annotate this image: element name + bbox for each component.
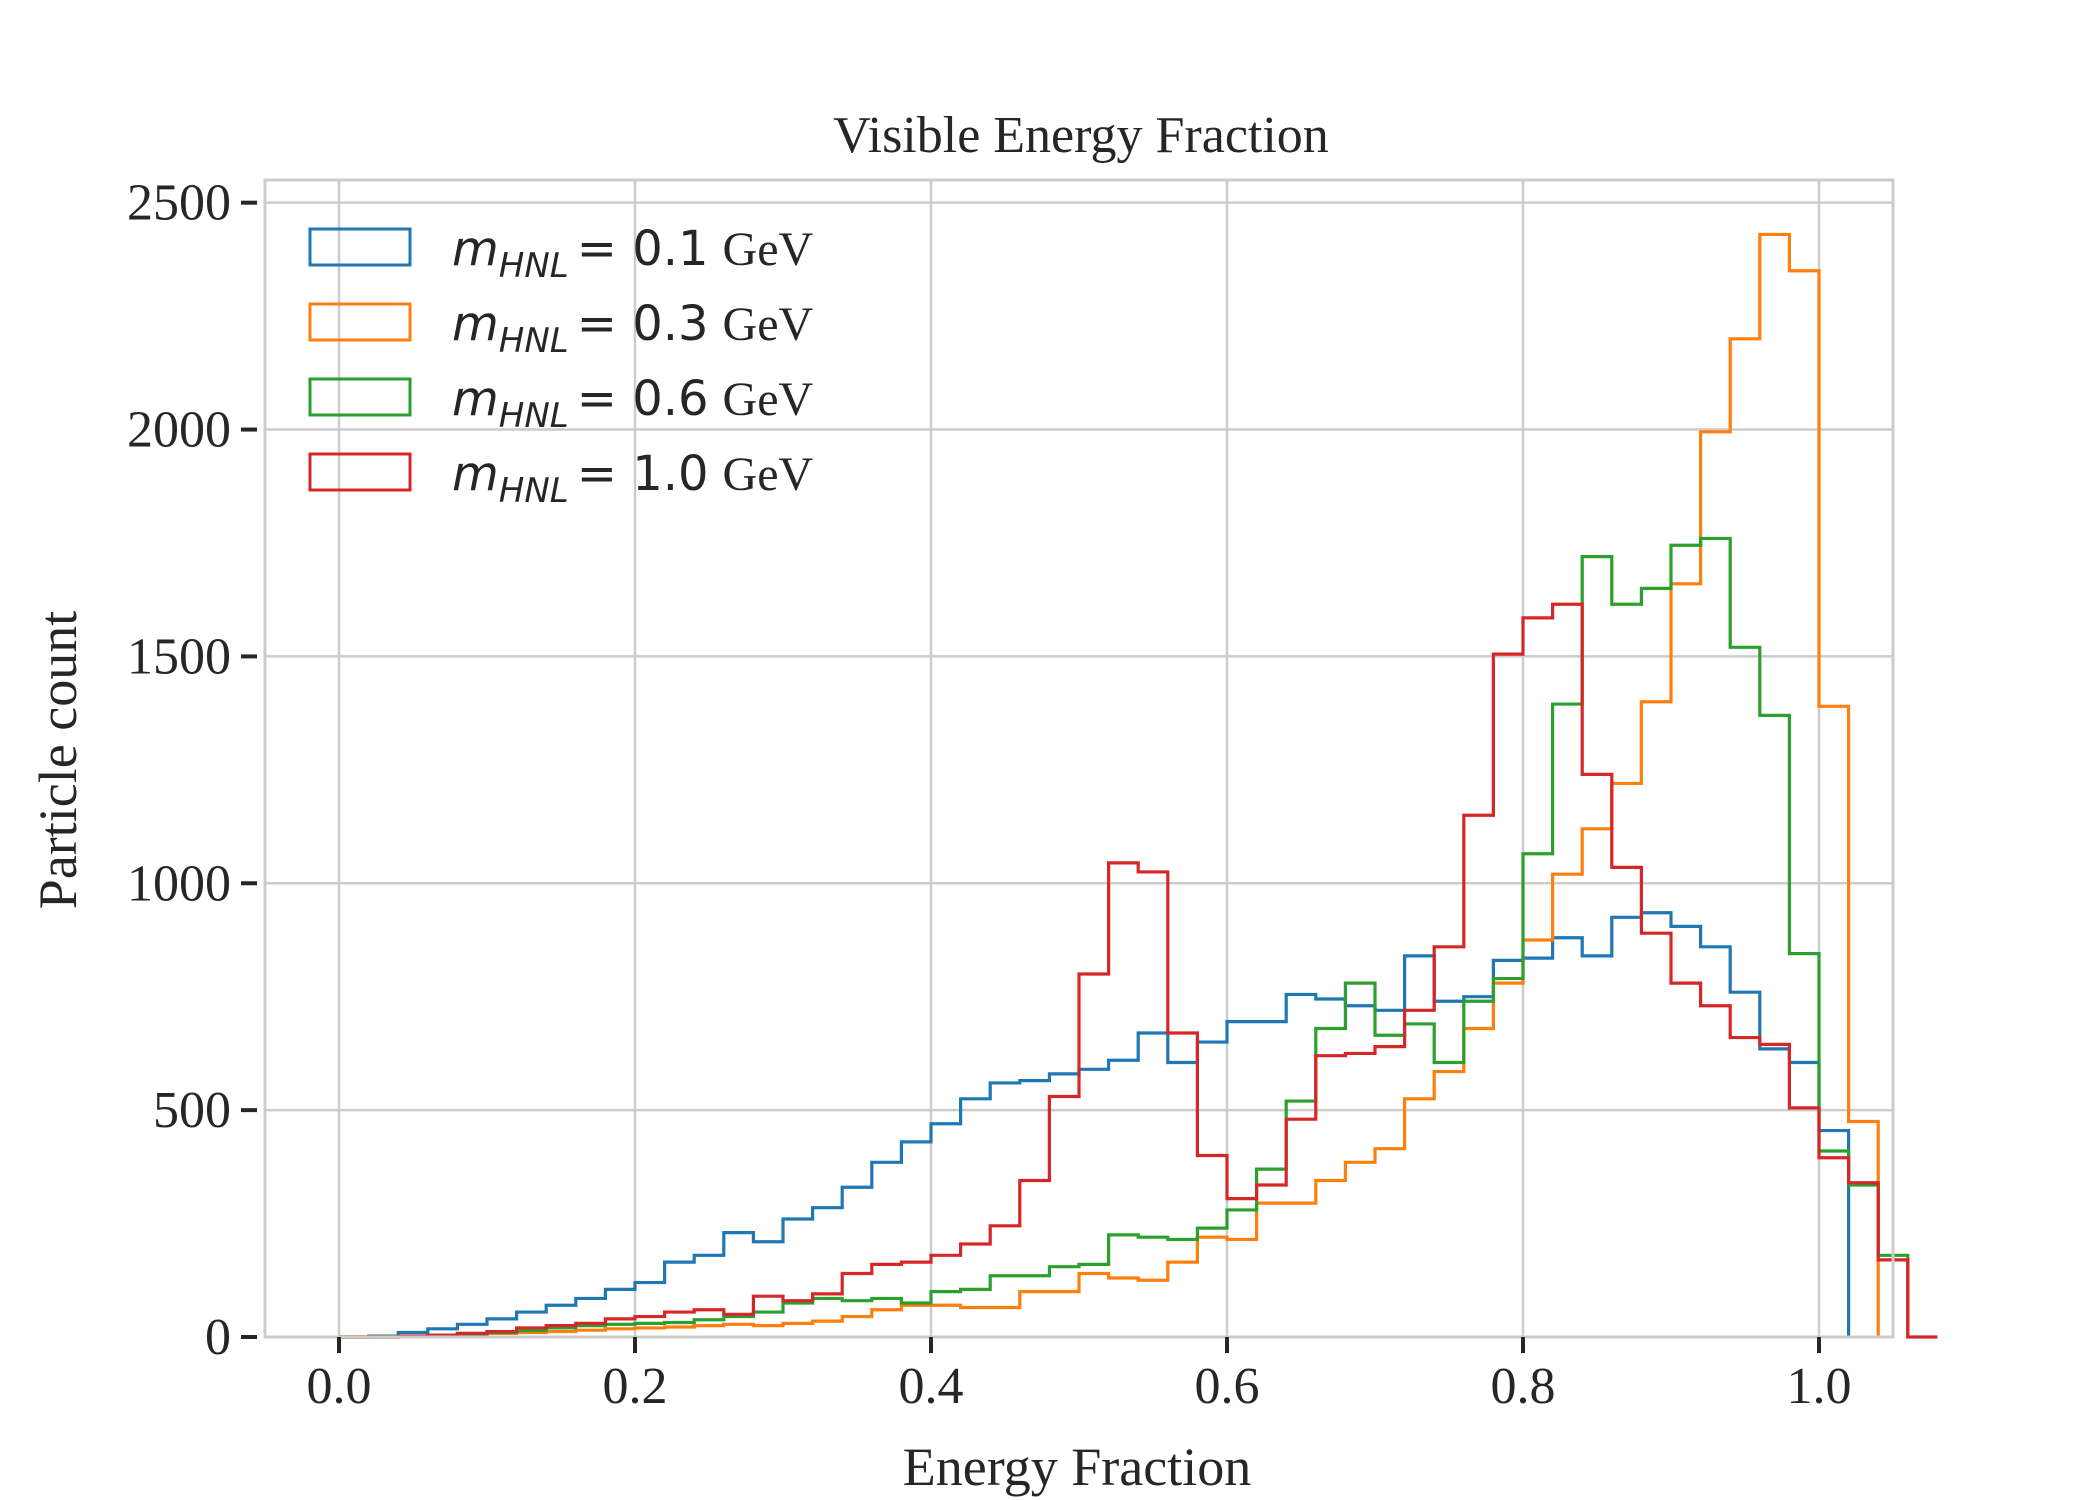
y-tick-label: 500 bbox=[153, 1082, 231, 1139]
legend-swatch bbox=[308, 377, 412, 417]
legend-item: mHNL = 0.1 GeV bbox=[308, 221, 814, 286]
axis-ticks: 0.0 0.2 0.4 0.6 0.8 1.0 0 500 1000 1500 2000 2500 bbox=[127, 175, 1852, 1415]
histogram-step-line bbox=[339, 232, 1880, 1339]
series-3 bbox=[339, 602, 1938, 1339]
x-axis-label: Energy Fraction bbox=[903, 1437, 1251, 1497]
y-tick-label: 1000 bbox=[127, 855, 231, 912]
legend-label: mHNL = 0.6 GeV bbox=[452, 371, 814, 436]
series-0 bbox=[339, 911, 1851, 1339]
legend-swatch bbox=[308, 302, 412, 342]
series-layer bbox=[339, 232, 1938, 1339]
x-tick-label: 0.8 bbox=[1491, 1358, 1556, 1415]
x-tick-label: 1.0 bbox=[1787, 1358, 1852, 1415]
grid bbox=[265, 180, 1893, 1339]
y-tick-label: 1500 bbox=[127, 628, 231, 685]
y-axis-label: Particle count bbox=[28, 611, 88, 909]
x-tick-label: 0.6 bbox=[1195, 1358, 1260, 1415]
y-tick-label: 2000 bbox=[127, 402, 231, 459]
series-1 bbox=[339, 232, 1880, 1339]
legend: mHNL = 0.1 GeV mHNL = 0.3 GeV mHNL = 0.6 GeV mHNL… bbox=[308, 221, 814, 511]
histogram-step-line bbox=[339, 536, 1910, 1339]
y-tick-label: 2500 bbox=[127, 175, 231, 232]
series-2 bbox=[339, 536, 1910, 1339]
y-tick-label: 0 bbox=[205, 1309, 231, 1366]
chart-title: Visible Energy Fraction bbox=[833, 107, 1329, 164]
histogram-step-line bbox=[339, 911, 1851, 1339]
legend-item: mHNL = 0.6 GeV bbox=[308, 371, 814, 436]
x-tick-label: 0.2 bbox=[603, 1358, 668, 1415]
legend-item: mHNL = 1.0 GeV bbox=[308, 446, 814, 511]
plot-frame bbox=[263, 178, 1895, 1339]
legend-item: mHNL = 0.3 GeV bbox=[308, 296, 814, 361]
histogram-step-line bbox=[339, 602, 1938, 1339]
legend-swatch bbox=[308, 227, 412, 267]
legend-label: mHNL = 1.0 GeV bbox=[452, 446, 814, 511]
legend-label: mHNL = 0.1 GeV bbox=[452, 221, 814, 286]
x-tick-label: 0.4 bbox=[899, 1358, 964, 1415]
x-tick-label: 0.0 bbox=[307, 1358, 372, 1415]
legend-label: mHNL = 0.3 GeV bbox=[452, 296, 814, 361]
legend-swatch bbox=[308, 452, 412, 492]
